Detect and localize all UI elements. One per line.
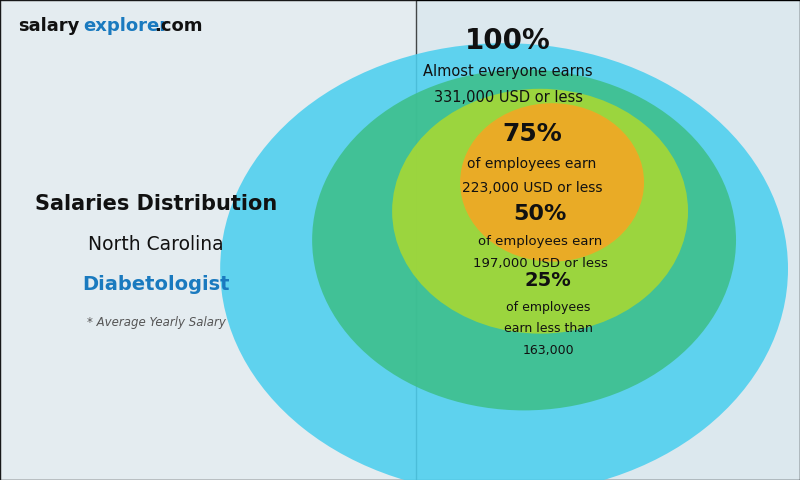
Text: 75%: 75% [502,122,562,146]
Text: of employees: of employees [506,300,590,314]
Text: salary: salary [18,17,79,36]
Text: 197,000 USD or less: 197,000 USD or less [473,257,607,271]
Text: earn less than: earn less than [504,322,593,336]
FancyBboxPatch shape [0,0,416,480]
Text: Diabetologist: Diabetologist [82,275,230,294]
Text: 100%: 100% [466,27,551,55]
Text: of employees earn: of employees earn [478,235,602,248]
Text: North Carolina: North Carolina [88,235,224,254]
Text: 223,000 USD or less: 223,000 USD or less [462,181,602,195]
Text: 163,000: 163,000 [522,344,574,357]
Ellipse shape [460,103,644,262]
Text: * Average Yearly Salary: * Average Yearly Salary [86,316,226,329]
Text: .com: .com [154,17,202,36]
Text: of employees earn: of employees earn [467,157,597,171]
Text: 50%: 50% [514,204,566,224]
Ellipse shape [392,89,688,334]
Text: 331,000 USD or less: 331,000 USD or less [434,90,582,105]
Text: explorer: explorer [83,17,169,36]
Ellipse shape [312,70,736,410]
Text: Almost everyone earns: Almost everyone earns [423,64,593,80]
Text: 25%: 25% [525,271,571,290]
Ellipse shape [220,43,788,480]
Text: Salaries Distribution: Salaries Distribution [35,194,278,214]
